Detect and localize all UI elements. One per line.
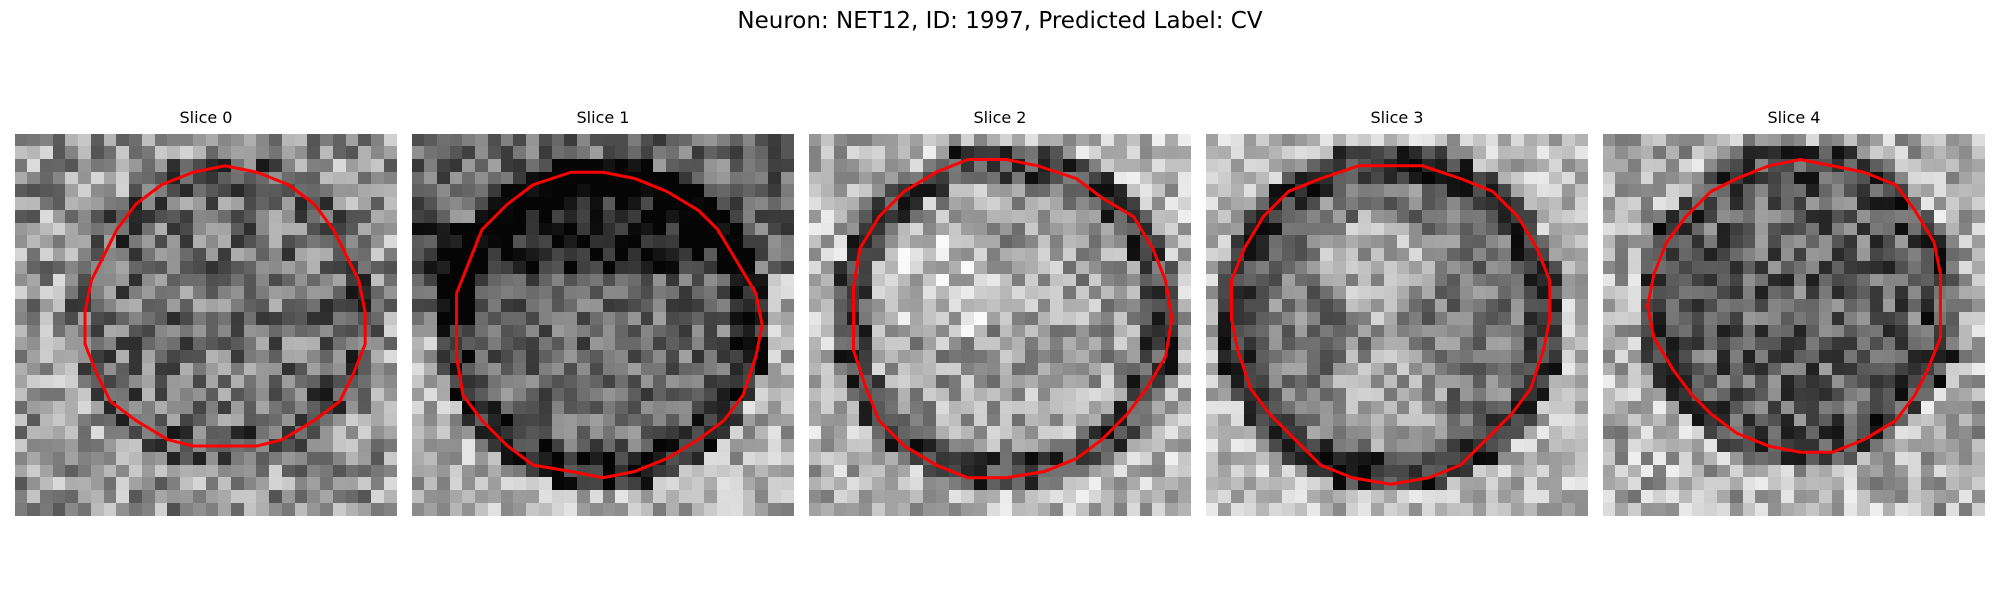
figure-title: Neuron: NET12, ID: 1997, Predicted Label…: [0, 8, 2000, 34]
slice-title-4: Slice 4: [1603, 108, 1985, 127]
slice-panel-0: Slice 0: [15, 108, 397, 520]
slice-image-1: [412, 134, 794, 516]
slice-image-4: [1603, 134, 1985, 516]
slice-title-0: Slice 0: [15, 108, 397, 127]
slice-image-2: [809, 134, 1191, 516]
slice-panel-2: Slice 2: [809, 108, 1191, 520]
slice-image-3: [1206, 134, 1588, 516]
slice-image-0: [15, 134, 397, 516]
slice-panel-1: Slice 1: [412, 108, 794, 520]
slice-panel-3: Slice 3: [1206, 108, 1588, 520]
slice-title-2: Slice 2: [809, 108, 1191, 127]
slice-panel-4: Slice 4: [1603, 108, 1985, 520]
slice-title-1: Slice 1: [412, 108, 794, 127]
slice-title-3: Slice 3: [1206, 108, 1588, 127]
